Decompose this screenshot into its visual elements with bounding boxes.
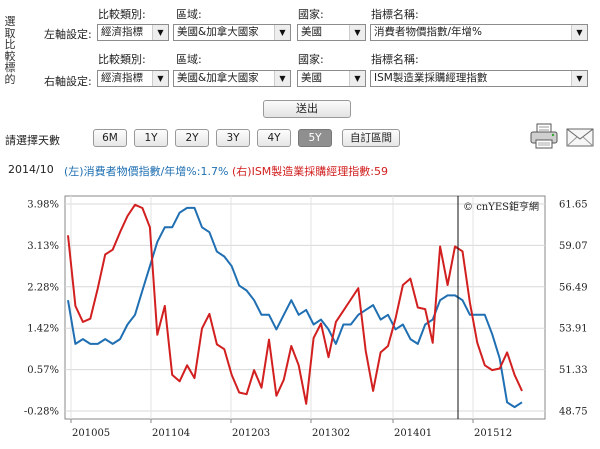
right-indicator-value: ISM製造業採購經理指數: [374, 72, 488, 84]
select-target-label: 選 取 比 較 標 的: [4, 16, 16, 85]
indicator-header: 指標名稱:: [371, 53, 419, 66]
region-header: 區域:: [176, 8, 202, 21]
right-region-value: 美國&加拿大國家: [177, 72, 259, 84]
right-country-select[interactable]: 美國 ▼: [297, 70, 366, 87]
left-axis-tick: 1.42%: [27, 324, 59, 335]
right-axis-tick: 48.75: [559, 407, 588, 418]
legend-date: 2014/10: [8, 163, 54, 176]
range-3y-button[interactable]: 3Y: [216, 129, 250, 147]
chevron-down-icon: ▼: [349, 25, 365, 40]
x-axis-label: 201512: [474, 428, 512, 439]
left-axis-tick: 0.57%: [27, 365, 59, 376]
x-axis-label: 201401: [394, 428, 432, 439]
side-label-char: 標: [4, 61, 16, 74]
category-header: 比較類別:: [98, 8, 146, 21]
range-6m-button[interactable]: 6M: [93, 129, 127, 147]
x-axis-label: 201104: [152, 428, 190, 439]
left-indicator-select[interactable]: 消費者物價指數/年增% ▼: [370, 24, 588, 41]
side-label-char: 較: [4, 49, 16, 63]
right-series-line: [67, 203, 523, 405]
right-axis-label: 右軸設定:: [44, 75, 92, 88]
plot-area: [64, 195, 546, 420]
legend-right-series: (右)ISM製造業採購經理指數:59: [232, 165, 389, 178]
right-category-select[interactable]: 經濟指標 ▼: [97, 70, 169, 87]
chevron-down-icon: ▼: [571, 25, 587, 40]
country-header: 國家:: [298, 8, 324, 21]
right-axis-tick: 51.33: [559, 365, 588, 376]
right-indicator-select[interactable]: ISM製造業採購經理指數 ▼: [370, 70, 588, 87]
submit-button[interactable]: 送出: [263, 100, 351, 118]
envelope-icon[interactable]: [566, 128, 594, 147]
left-category-select[interactable]: 經濟指標 ▼: [97, 24, 169, 41]
chevron-down-icon: ▼: [152, 25, 168, 40]
indicator-header: 指標名稱:: [371, 8, 419, 21]
left-category-value: 經濟指標: [101, 26, 143, 38]
right-region-select[interactable]: 美國&加拿大國家 ▼: [173, 70, 291, 87]
right-axis-tick: 61.65: [559, 200, 588, 211]
left-country-select[interactable]: 美國 ▼: [297, 24, 366, 41]
side-label-char: 選: [4, 15, 16, 28]
left-region-value: 美國&加拿大國家: [177, 26, 259, 38]
range-1y-button[interactable]: 1Y: [134, 129, 168, 147]
right-axis-tick: 56.49: [559, 282, 588, 293]
left-axis-tick: 3.98%: [27, 200, 59, 211]
right-country-value: 美國: [301, 72, 322, 84]
printer-icon[interactable]: [528, 122, 560, 150]
selection-panel: 選 取 比 較 標 的 比較類別: 區域: 國家: 指標名稱: 左軸設定: 經濟…: [0, 0, 600, 96]
range-4y-button[interactable]: 4Y: [257, 129, 291, 147]
watermark-text: © cnYES鉅亨網: [463, 200, 539, 213]
chevron-down-icon: ▼: [571, 71, 587, 86]
left-country-value: 美國: [301, 26, 322, 38]
category-header: 比較類別:: [98, 53, 146, 66]
right-axis-tick: 53.91: [559, 324, 588, 335]
side-label-char: 比: [4, 38, 16, 51]
right-category-value: 經濟指標: [101, 72, 143, 84]
range-5y-button[interactable]: 5Y: [298, 129, 332, 147]
range-label: 請選擇天數: [5, 134, 60, 147]
side-label-char: 的: [4, 72, 16, 86]
chevron-down-icon: ▼: [349, 71, 365, 86]
x-axis-label: 201203: [232, 428, 270, 439]
custom-range-button[interactable]: 自訂區間: [342, 129, 400, 147]
x-axis-label: 201005: [72, 428, 110, 439]
left-axis-label: 左軸設定:: [44, 28, 92, 41]
left-indicator-value: 消費者物價指數/年增%: [374, 26, 483, 38]
chevron-down-icon: ▼: [274, 71, 290, 86]
chevron-down-icon: ▼: [152, 71, 168, 86]
left-axis-tick: 3.13%: [27, 241, 59, 252]
left-region-select[interactable]: 美國&加拿大國家 ▼: [173, 24, 291, 41]
x-axis-label: 201302: [312, 428, 350, 439]
region-header: 區域:: [176, 53, 202, 66]
left-series-line: [67, 206, 523, 409]
left-axis-tick: 2.28%: [27, 282, 59, 293]
right-axis-tick: 59.07: [559, 241, 588, 252]
legend-left-series: (左)消費者物價指數/年增%:1.7%: [64, 165, 229, 178]
left-axis-tick: -0.28%: [24, 407, 59, 418]
line-chart: 3.98% 61.65 3.13% 59.07 2.28% 56.49 1.42% 53.91…: [24, 195, 588, 439]
range-2y-button[interactable]: 2Y: [175, 129, 209, 147]
chevron-down-icon: ▼: [274, 25, 290, 40]
country-header: 國家:: [298, 53, 324, 66]
side-label-char: 取: [4, 26, 16, 40]
